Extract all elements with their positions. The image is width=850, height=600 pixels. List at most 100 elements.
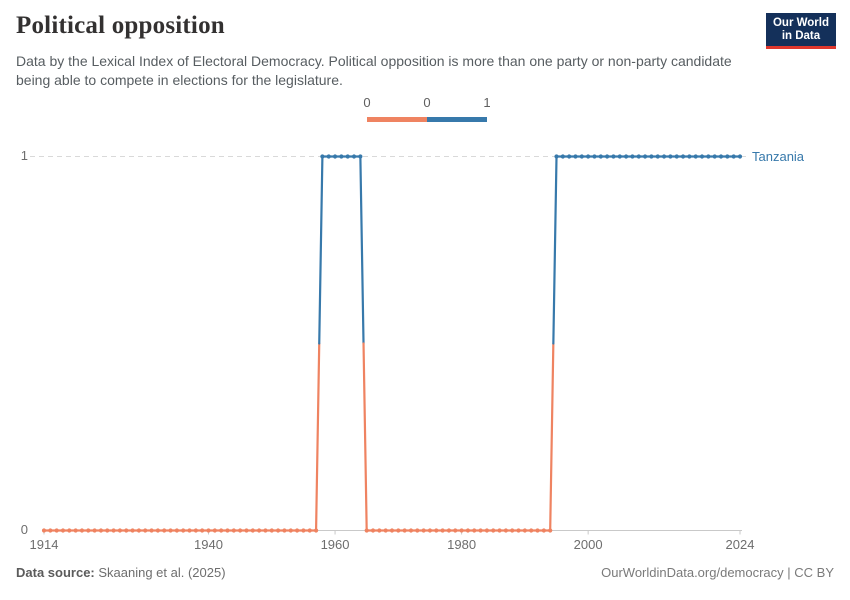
data-point xyxy=(332,154,338,159)
series-segment xyxy=(314,342,321,532)
data-point xyxy=(598,154,603,159)
data-point xyxy=(731,154,736,159)
data-point xyxy=(567,154,572,159)
data-point xyxy=(560,154,565,159)
series-segment xyxy=(362,342,368,532)
data-point xyxy=(212,528,217,533)
data-point xyxy=(408,528,414,533)
data-point xyxy=(491,528,496,533)
data-point xyxy=(592,154,597,159)
entity-label-tanzania[interactable]: Tanzania xyxy=(752,149,805,164)
data-point xyxy=(155,528,160,533)
x-axis-tick-label: 2000 xyxy=(573,537,603,552)
data-point xyxy=(294,528,300,533)
owid-logo[interactable]: Our World in Data xyxy=(765,13,836,49)
legend-swatch-value-1[interactable] xyxy=(427,117,487,122)
data-point xyxy=(624,154,629,159)
data-point xyxy=(434,528,439,533)
series-segment xyxy=(359,155,365,345)
data-point xyxy=(725,154,730,159)
data-point xyxy=(263,528,268,533)
data-point xyxy=(200,528,205,533)
data-point xyxy=(402,528,407,533)
data-point xyxy=(41,528,47,533)
data-point xyxy=(345,154,350,159)
data-point xyxy=(168,528,173,533)
data-point xyxy=(149,528,154,533)
series-segment xyxy=(318,155,324,345)
data-point xyxy=(617,154,622,159)
y-axis-tick-label-0: 0 xyxy=(20,522,28,537)
data-point xyxy=(453,528,458,533)
data-point xyxy=(554,154,559,159)
data-point xyxy=(535,528,540,533)
data-point xyxy=(231,528,236,533)
data-point xyxy=(680,154,686,159)
data-point xyxy=(529,528,534,533)
data-point xyxy=(174,528,179,533)
data-point xyxy=(668,154,673,159)
data-point xyxy=(339,154,344,159)
data-point xyxy=(92,528,97,533)
owid-url-license[interactable]: OurWorldinData.org/democracy | CC BY xyxy=(601,565,834,580)
x-axis-tick-label: 1914 xyxy=(29,537,59,552)
data-point xyxy=(706,154,711,159)
data-point xyxy=(320,154,325,159)
data-point xyxy=(181,528,186,533)
data-point xyxy=(187,528,192,533)
data-point xyxy=(111,528,116,533)
data-point xyxy=(516,528,521,533)
data-point xyxy=(143,528,148,533)
data-point xyxy=(67,528,72,533)
page-title: Political opposition xyxy=(16,12,225,39)
data-point xyxy=(288,528,293,533)
data-point xyxy=(358,154,363,159)
data-point xyxy=(699,154,705,159)
series-line-tanzania[interactable] xyxy=(41,154,743,533)
data-point xyxy=(737,154,743,159)
data-point xyxy=(269,528,274,533)
data-point xyxy=(389,528,395,533)
owid-logo-line1: Our World xyxy=(772,17,829,29)
data-point xyxy=(377,528,382,533)
x-axis-tick-label: 1980 xyxy=(447,537,477,552)
data-point xyxy=(250,528,255,533)
data-point xyxy=(257,528,262,533)
chart-subtitle: Data by the Lexical Index of Electoral D… xyxy=(16,53,732,88)
data-source-value: Skaaning et al. (2025) xyxy=(94,565,226,580)
data-point xyxy=(655,154,660,159)
legend-label-max: 1 xyxy=(483,95,491,110)
data-point xyxy=(364,528,369,533)
data-point xyxy=(630,154,635,159)
data-point xyxy=(712,154,717,159)
data-point xyxy=(396,528,401,533)
data-point xyxy=(219,528,224,533)
data-source-label: Data source: xyxy=(16,565,95,580)
data-point xyxy=(370,528,376,533)
data-point xyxy=(548,528,553,533)
x-axis-tick-label: 1940 xyxy=(194,537,223,552)
data-point xyxy=(313,528,319,533)
data-point xyxy=(73,528,78,533)
legend-swatch-value-0[interactable] xyxy=(367,117,427,122)
data-point xyxy=(649,154,654,159)
data-point xyxy=(718,154,724,159)
data-point xyxy=(459,528,464,533)
data-point xyxy=(465,528,471,533)
series-segment xyxy=(552,155,558,345)
data-point xyxy=(642,154,648,159)
data-point xyxy=(193,528,198,533)
data-point xyxy=(586,154,591,159)
data-point xyxy=(611,154,616,159)
data-point xyxy=(687,154,692,159)
x-axis-tick-label: 2024 xyxy=(725,537,755,552)
data-point xyxy=(117,528,123,533)
data-point xyxy=(48,528,53,533)
owid-logo-line2: in Data xyxy=(781,30,821,42)
data-point xyxy=(136,528,142,533)
data-point xyxy=(54,528,59,533)
legend-label-mid: 0 xyxy=(423,95,431,110)
data-point xyxy=(541,528,546,533)
